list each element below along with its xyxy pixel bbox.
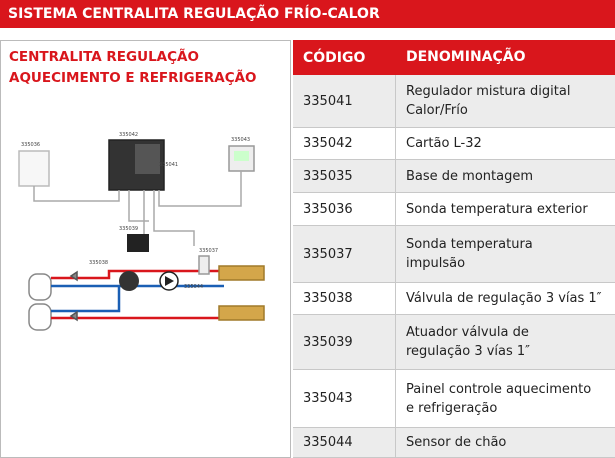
diagram-label: 335039 [119,226,138,232]
name-cell: Atuador válvula de regulação 3 vías 1″ [396,315,615,369]
code-cell: 335042 [293,128,396,159]
diagram-label: 335043 [231,137,250,143]
name-line: e refrigeração [406,400,498,416]
column-header: CÓDIGO [303,49,366,66]
table-row: 335037 Sonda temperatura impulsão [293,226,615,283]
name-cell: Sonda temperatura impulsão [396,226,615,282]
table-header: CÓDIGO DENOMINAÇÃO [293,40,615,75]
name-cell: Válvula de regulação 3 vías 1″ [396,283,615,314]
diagram-label: 335036 [21,142,40,148]
header-title: SISTEMA CENTRALITA REGULAÇÃO FRÍO-CALOR [0,0,615,28]
code-cell: 335035 [293,160,396,192]
code-cell: 335037 [293,226,396,282]
diagram-label: 335037 [199,248,218,254]
diagram-label: 335041 [159,162,178,168]
diagram-label: 335042 [119,132,138,138]
name-line: Regulador mistura digital [406,84,571,99]
diagram-label: 335038 [89,260,108,266]
panel-title-line: AQUECIMENTO E REFRIGERAÇÃO [9,70,257,86]
name-line: Cartão L-32 [406,136,482,151]
name-line: Válvula de regulação 3 vías 1″ [406,291,602,306]
name-line: Atuador válvula de [406,325,529,340]
panel: CENTRALITA REGULAÇÃO AQUECIMENTO E REFRIG… [0,40,291,458]
name-line: Sonda temperatura exterior [406,201,588,217]
code-cell: 335039 [293,315,396,369]
name-line: Painel controle aquecimento [406,381,592,397]
panel-title-line: CENTRALITA REGULAÇÃO [9,49,199,65]
table-row: 335043 Painel controle aquecimento e refri… [293,370,615,428]
name-line: Calor/Frío [406,103,468,118]
diagram: 335036 335042 335041 335043 335039 335038 3350… [18,132,265,331]
name-line: Sonda temperatura [406,237,533,252]
name-line: regulação 3 vías 1″ [406,344,531,359]
table-row: 335041 Regulador mistura digital Calor/Frí… [293,75,615,128]
panel-title: CENTRALITA REGULAÇÃO AQUECIMENTO E REFRIG… [9,47,257,89]
name-line: Base de montagem [406,168,534,184]
code-cell: 335043 [293,370,396,427]
table-row: 335036 Sonda temperatura exterior [293,193,615,226]
diagram-label: 335044 [184,284,203,290]
table: CÓDIGO DENOMINAÇÃO 335041 Regulador mistura… [293,40,615,458]
name-cell: Sensor de chão [396,428,615,457]
table-row: 335038 Válvula de regulação 3 vías 1″ [293,283,615,315]
table-row: 335035 Base de montagem [293,160,615,193]
name-cell: Painel controle aquecimento e refrigeraçã… [396,370,615,427]
name-cell: Cartão L-32 [396,128,615,159]
table-row: 335042 Cartão L-32 [293,128,615,160]
code-cell: 335041 [293,75,396,127]
name-line: impulsão [406,256,466,271]
code-cell: 335038 [293,283,396,314]
code-cell: 335036 [293,193,396,225]
table-row: 335039 Atuador válvula de regulação 3 vías… [293,315,615,370]
diagram-art [18,139,265,331]
name-cell: Sonda temperatura exterior [396,193,615,225]
name-cell: Base de montagem [396,160,615,192]
name-line: Sensor de chão [406,435,507,450]
code-cell: 335044 [293,428,396,457]
name-cell: Regulador mistura digital Calor/Frío [396,75,615,127]
table-row: 335044 Sensor de chão [293,428,615,458]
column-header: DENOMINAÇÃO [406,49,526,65]
